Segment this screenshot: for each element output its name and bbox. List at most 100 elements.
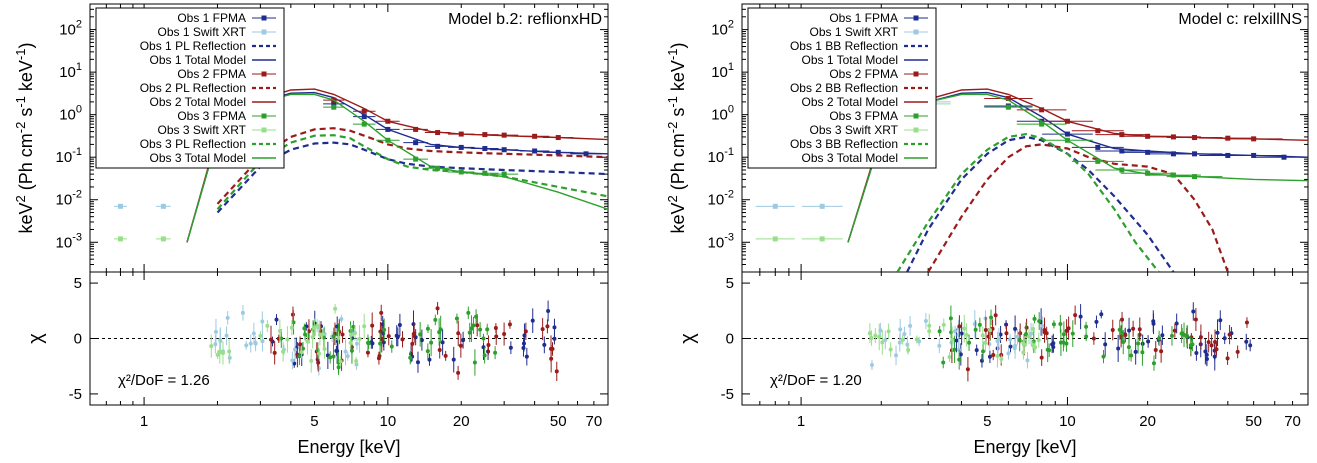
resid-point: [1174, 321, 1179, 326]
resid-point: [1160, 333, 1165, 338]
resid-point: [1191, 309, 1196, 314]
resid-point: [315, 323, 320, 328]
data-point: [501, 171, 507, 177]
resid-point: [989, 315, 994, 320]
resid-point: [1008, 344, 1013, 349]
resid-point: [345, 354, 350, 359]
series-line-2: [906, 135, 1175, 272]
resid-point: [258, 333, 263, 338]
resid-point: [1131, 326, 1136, 331]
resid-point: [550, 346, 555, 351]
y-tick-base: 10: [708, 234, 725, 251]
resid-point: [958, 352, 963, 357]
resid-point: [973, 327, 978, 332]
y-tick-label: 102: [711, 19, 734, 39]
y-tick-label: 100: [59, 104, 82, 124]
resid-point: [952, 347, 957, 352]
data-point: [1005, 96, 1011, 102]
resid-point: [1198, 335, 1203, 340]
resid-point: [481, 336, 486, 341]
y-tick-exp: -3: [72, 231, 82, 243]
resid-point: [213, 342, 218, 347]
legend-label: Obs 3 BB Reflection: [790, 137, 898, 151]
y-axis-label-part: s: [16, 108, 36, 122]
legend-label: Obs 1 Swift XRT: [158, 25, 247, 39]
resid-point: [285, 337, 290, 342]
resid-point: [379, 336, 384, 341]
resid-point: [1031, 327, 1036, 332]
series-line-5: [216, 127, 608, 205]
legend-label: Obs 1 BB Reflection: [790, 39, 898, 53]
resid-point: [418, 332, 423, 337]
resid-point: [1227, 332, 1232, 337]
y-axis-label-part: s: [668, 108, 688, 122]
y-axis-label-part: -1: [13, 48, 28, 60]
resid-point: [1193, 317, 1198, 322]
legend-label: Obs 2 BB Reflection: [790, 81, 898, 95]
legend-marker: [913, 113, 919, 119]
resid-point: [292, 347, 297, 352]
resid-point: [456, 331, 461, 336]
x-tick-label: 70: [1284, 413, 1301, 430]
resid-point: [902, 332, 907, 337]
resid-point: [1006, 351, 1011, 356]
residual-area: [867, 302, 1253, 382]
resid-point: [218, 338, 223, 343]
resid-point: [260, 319, 265, 324]
resid-point: [349, 348, 354, 353]
resid-point: [475, 323, 480, 328]
resid-point: [400, 337, 405, 342]
resid-point: [248, 341, 253, 346]
resid-point: [1215, 330, 1220, 335]
resid-point: [469, 326, 474, 331]
y-tick-exp: -1: [72, 146, 82, 158]
resid-point: [310, 335, 315, 340]
resid-point: [322, 346, 327, 351]
resid-point: [1064, 328, 1069, 333]
resid-point: [336, 335, 341, 340]
resid-point: [376, 356, 381, 361]
resid-point: [1013, 326, 1018, 331]
resid-point: [1127, 328, 1132, 333]
resid-point: [291, 320, 296, 325]
y-tick-exp: 2: [728, 19, 734, 31]
legend-label: Obs 3 Total Model: [802, 151, 899, 165]
resid-point: [1024, 332, 1029, 337]
legend-marker: [913, 29, 919, 35]
resid-point: [897, 340, 902, 345]
resid-point: [545, 324, 550, 329]
resid-point: [290, 312, 295, 317]
resid-point: [269, 337, 274, 342]
resid-point: [289, 325, 294, 330]
resid-point: [873, 333, 878, 338]
resid-point: [1137, 327, 1142, 332]
resid-point: [227, 355, 232, 360]
resid-point: [1169, 333, 1174, 338]
data-point: [1145, 149, 1151, 155]
resid-point: [953, 329, 958, 334]
y-tick-base: 10: [59, 107, 76, 124]
y-axis-label-part: -1: [665, 96, 680, 108]
resid-point: [1235, 349, 1240, 354]
resid-point: [224, 333, 229, 338]
panel-1: 1 5 10 20 50 7010-310-210-110010110250-5Model…: [13, 3, 609, 457]
resid-point: [365, 350, 370, 355]
resid-tick-label: 5: [726, 275, 734, 292]
resid-point: [950, 337, 955, 342]
chart-title: Model c: relxillNS: [1178, 11, 1302, 28]
resid-point: [1051, 345, 1056, 350]
resid-point: [427, 357, 432, 362]
resid-point: [1040, 324, 1045, 329]
resid-point: [209, 344, 214, 349]
data-point: [361, 108, 367, 114]
resid-point: [292, 361, 297, 366]
resid-point: [467, 330, 472, 335]
resid-point: [1027, 334, 1032, 339]
legend-label: Obs 2 Total Model: [150, 95, 247, 109]
resid-point: [980, 333, 985, 338]
resid-point: [339, 316, 344, 321]
data-point: [819, 203, 825, 209]
y-axis-label-part: keV: [668, 202, 688, 233]
